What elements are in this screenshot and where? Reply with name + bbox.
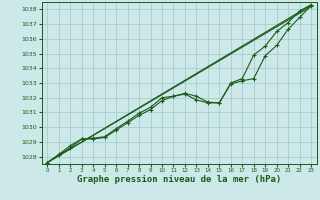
X-axis label: Graphe pression niveau de la mer (hPa): Graphe pression niveau de la mer (hPa)	[77, 175, 281, 184]
